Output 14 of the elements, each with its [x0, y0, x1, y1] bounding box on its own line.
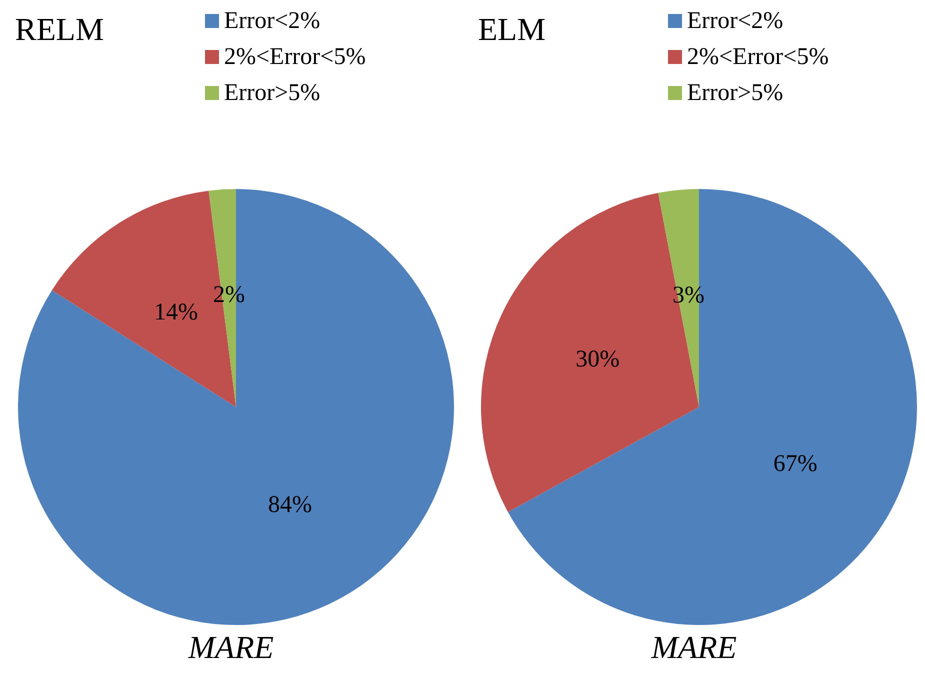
legend-label: Error<2%	[687, 8, 784, 34]
chart-title: RELM	[15, 11, 104, 47]
data-label: 14%	[154, 299, 198, 326]
data-label: 67%	[773, 451, 818, 478]
text: MARE	[650, 629, 738, 665]
data-label: 84%	[268, 492, 312, 518]
legend-label: 2%<Error<5%	[224, 44, 366, 70]
data-label: 30%	[576, 346, 620, 372]
legend-label: 2%<Error<5%	[687, 44, 829, 70]
legend-label: Error<2%	[224, 8, 320, 34]
chart-title: ELM	[478, 11, 546, 47]
legend-label: Error>5%	[224, 80, 320, 106]
text: MARE	[187, 629, 274, 665]
legend-label: Error>5%	[687, 80, 784, 106]
